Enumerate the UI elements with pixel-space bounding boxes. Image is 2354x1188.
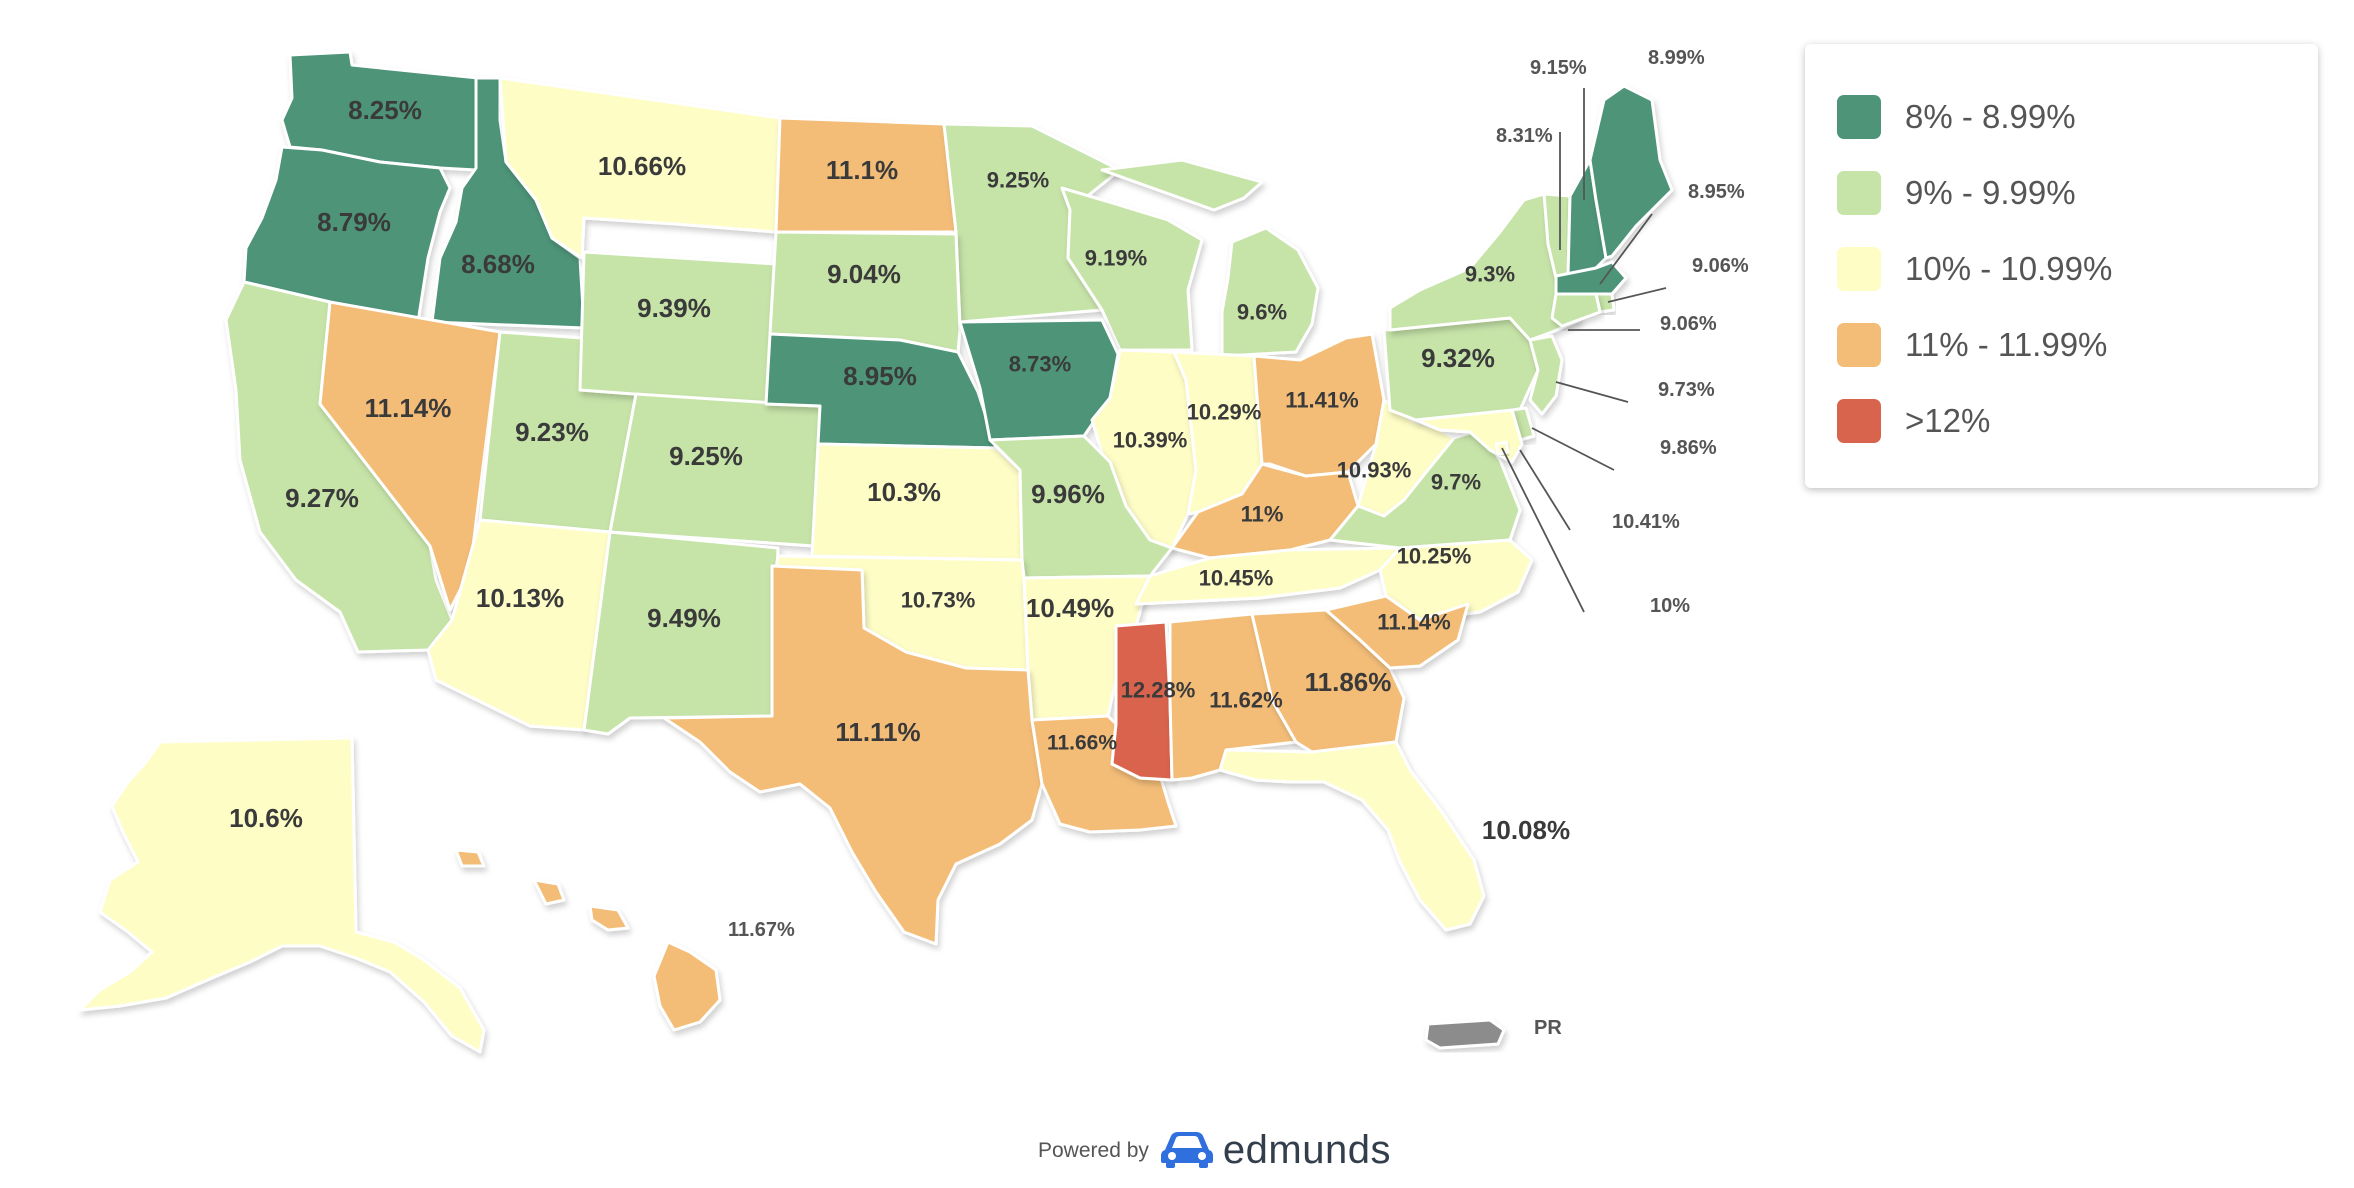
car-icon [1159,1128,1215,1173]
state-label-wv: 10.93% [1337,458,1412,483]
state-label-mo: 9.96% [1031,479,1105,509]
legend-label: >12% [1905,402,1991,439]
state-label-nv: 11.14% [365,393,452,423]
territory-pr[interactable] [1424,1018,1506,1050]
state-tx[interactable] [662,564,1044,946]
state-label-ok: 10.73% [901,588,976,613]
state-label-wy: 9.39% [637,293,711,323]
legend-item[interactable]: >12% [1837,398,1990,444]
state-label-ri: 9.06% [1692,255,1749,277]
state-mi[interactable] [1100,158,1320,358]
state-label-mt: 10.66% [598,151,686,181]
legend-item[interactable]: 8% - 8.99% [1837,94,2076,140]
legend-label: 8% - 8.99% [1905,98,2076,135]
state-wy[interactable] [578,250,778,406]
legend-swatch [1837,95,1881,139]
state-label-mn: 9.25% [987,168,1049,193]
state-label-hi: 11.67% [728,919,795,941]
state-label-nc: 10.25% [1397,544,1472,569]
state-label-in: 10.29% [1187,400,1262,425]
state-label-id: 8.68% [461,249,535,279]
state-label-ks: 10.3% [867,477,941,507]
state-label-nd: 11.1% [826,155,898,185]
state-label-co: 9.25% [669,441,743,471]
state-label-ct: 9.06% [1660,313,1717,335]
legend: 8% - 8.99% 9% - 9.99% 10% - 10.99% 11% - 11… [1805,44,2318,488]
state-hi[interactable] [454,848,722,1032]
state-label-mi: 9.6% [1237,300,1287,325]
state-label-ne: 8.95% [843,361,917,391]
state-wi[interactable] [1060,186,1204,352]
state-label-ak: 10.6% [229,803,303,833]
state-label-ny: 9.3% [1465,262,1515,287]
state-nj[interactable] [1528,334,1564,416]
legend-swatch [1837,399,1881,443]
leader-line-dc [1501,447,1585,613]
legend-label: 10% - 10.99% [1905,250,2113,287]
state-label-md: 10.41% [1612,511,1680,533]
state-label-tx: 11.11% [835,717,920,747]
state-label-va: 9.7% [1431,470,1481,495]
state-sc[interactable] [1324,594,1470,670]
state-label-fl: 10.08% [1482,815,1570,845]
territory-label: PR [1534,1017,1562,1039]
state-fl[interactable] [1218,740,1486,932]
state-label-ar: 10.49% [1026,593,1114,623]
state-label-az: 10.13% [476,583,564,613]
state-mo[interactable] [988,434,1174,580]
legend-label: 9% - 9.99% [1905,174,2076,211]
leader-line-ma [1599,213,1653,285]
state-nm[interactable] [582,530,780,736]
powered-by-label: Powered by [1038,1138,1149,1162]
legend-swatch [1837,323,1881,367]
state-label-ms: 12.28% [1121,678,1196,703]
legend-item[interactable]: 9% - 9.99% [1837,170,2076,216]
leader-line-de [1531,427,1615,471]
state-label-sc: 11.14% [1377,610,1450,635]
leader-line-nj [1555,381,1629,403]
state-ct[interactable] [1550,292,1602,328]
legend-swatch [1837,171,1881,215]
state-label-ia: 8.73% [1009,352,1071,377]
state-me[interactable] [1588,84,1674,260]
state-label-tn: 10.45% [1199,566,1274,591]
state-label-ky: 11% [1241,502,1284,527]
state-label-me: 8.99% [1648,47,1705,69]
legend-label: 11% - 11.99% [1905,326,2108,363]
powered-by-footer[interactable]: Powered by edmunds [1038,1128,1391,1173]
state-ms[interactable] [1110,620,1174,782]
state-label-nj: 9.73% [1658,379,1715,401]
state-label-vt: 9.15% [1530,57,1587,79]
state-or[interactable] [242,145,452,324]
legend-swatch [1837,247,1881,291]
legend-item[interactable]: 11% - 11.99% [1837,322,2107,368]
leader-line-md [1519,449,1571,531]
leader-line-ri [1607,287,1667,303]
state-label-wi: 9.19% [1085,246,1147,271]
state-label-nh: 8.31% [1496,125,1553,147]
state-label-ut: 9.23% [515,417,589,447]
state-label-pa: 9.32% [1421,343,1495,373]
edmunds-logo-text: edmunds [1222,1128,1391,1172]
state-label-or: 8.79% [317,207,391,237]
state-label-ma: 8.95% [1688,181,1745,203]
state-label-il: 10.39% [1113,428,1188,453]
state-label-al: 11.62% [1209,688,1282,713]
state-ak[interactable] [78,736,486,1054]
state-label-de: 9.86% [1660,437,1717,459]
state-label-ga: 11.86% [1305,667,1392,697]
state-label-dc: 10% [1650,595,1690,617]
legend-item[interactable]: 10% - 10.99% [1837,246,2112,292]
state-label-wa: 8.25% [348,95,422,125]
state-label-la: 11.66% [1047,731,1117,754]
state-label-ca: 9.27% [285,483,359,513]
state-label-sd: 9.04% [827,259,901,289]
state-label-oh: 11.41% [1285,388,1358,413]
state-label-nm: 9.49% [647,603,721,633]
